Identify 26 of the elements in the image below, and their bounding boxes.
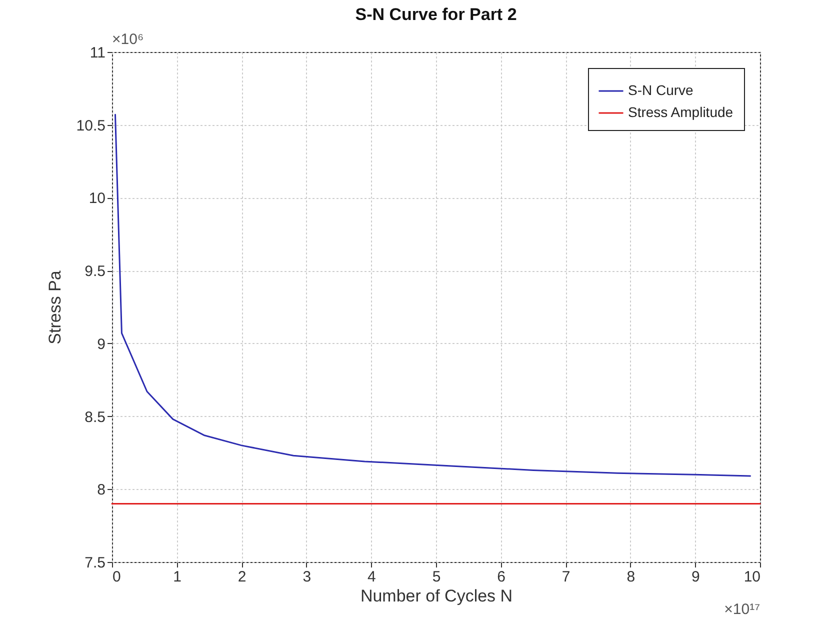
y-tick-label: 11 [90,44,106,62]
text: ×10⁶ [112,31,144,48]
x-tick-label: 4 [368,568,376,586]
x-axis-title: Number of Cycles N [360,586,513,606]
x-tick-label: 8 [626,568,636,586]
y-tick-label: 10.5 [76,117,106,134]
legend-label: Stress Amplitude [628,104,734,120]
y-tick-label: 8.5 [84,408,106,426]
x-tick-label: 5 [432,568,441,586]
x-tick-label: 7 [562,568,570,586]
chart-title: S-N Curve for Part 2 [355,5,517,24]
x-tick-label: 2 [238,568,246,586]
y-tick-label: 9 [97,336,106,353]
x-tick-label: 9 [692,568,700,586]
x-tick-label: 6 [497,568,506,586]
x-tick-label: 3 [302,568,312,586]
x-tick-label: 0 [112,568,121,586]
y-tick-label: 9.5 [84,263,106,280]
x-tick-label: 10 [744,568,760,586]
y-axis-title: Stress Pa [45,270,64,344]
x-tick-label: 1 [173,568,182,586]
y-tick-label: 10 [88,190,106,208]
y-tick-label: 7.5 [84,554,106,572]
legend-label: S-N Curve [628,82,694,98]
y-tick-label: 8 [97,482,106,499]
text: ×10¹⁷ [724,601,760,618]
